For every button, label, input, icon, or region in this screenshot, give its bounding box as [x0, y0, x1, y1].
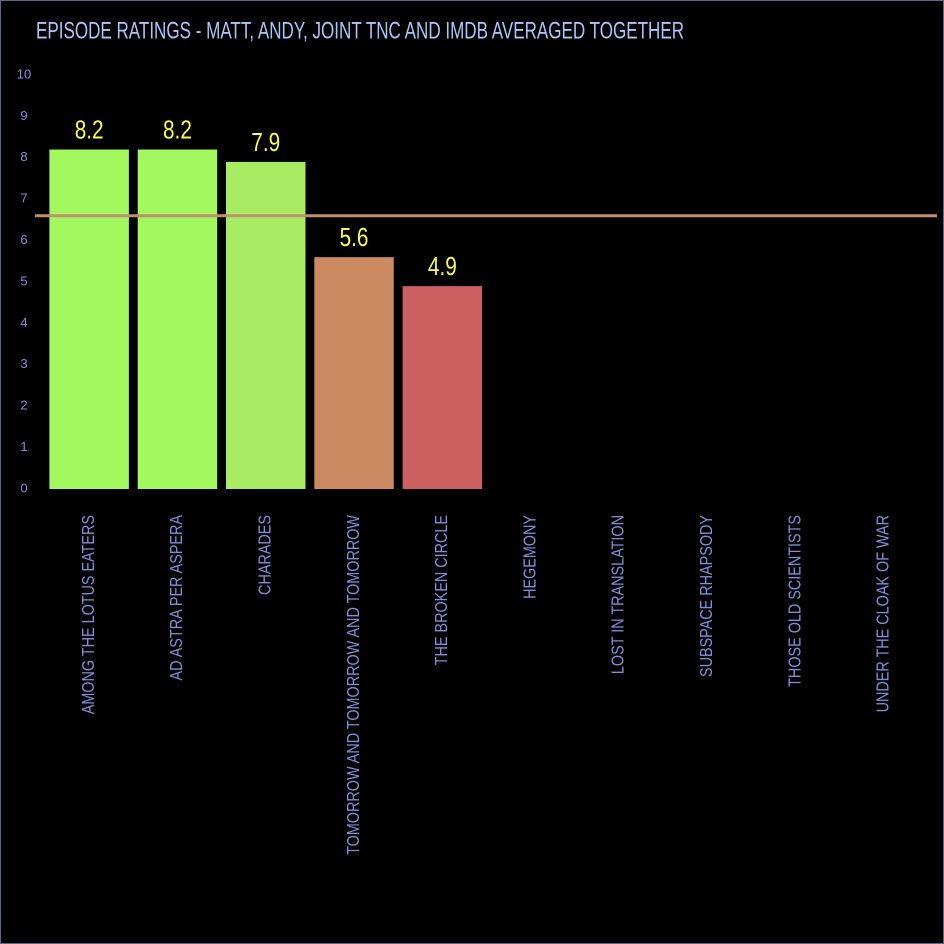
- bar: [137, 149, 218, 489]
- value-label: 5.6: [340, 223, 369, 252]
- y-tick-label: 6: [20, 232, 27, 247]
- value-label: 8.2: [163, 115, 192, 144]
- bar: [314, 257, 394, 489]
- value-label: 8.2: [75, 115, 104, 144]
- chart-title: EPISODE RATINGS - MATT, ANDY, JOINT TNC …: [36, 17, 684, 44]
- y-tick-label: 3: [20, 356, 27, 371]
- x-tick-label: HEGEMONY: [520, 515, 540, 599]
- y-tick-label: 5: [20, 273, 27, 288]
- bar: [226, 161, 306, 489]
- y-tick-label: 0: [20, 480, 27, 495]
- x-tick-label: UNDER THE CLOAK OF WAR: [873, 515, 893, 712]
- y-tick-label: 7: [20, 191, 27, 206]
- y-tick-label: 1: [20, 439, 27, 454]
- x-tick-label: AMONG THE LOTUS EATERS: [78, 515, 98, 714]
- value-label: 4.9: [428, 252, 457, 281]
- y-tick-label: 9: [20, 108, 27, 123]
- y-tick-label: 4: [20, 315, 27, 330]
- x-tick-label: LOST IN TRANSLATION: [608, 515, 628, 674]
- x-tick-label: SUBSPACE RHAPSODY: [697, 515, 717, 677]
- y-tick-label: 2: [20, 398, 27, 413]
- y-tick-label: 8: [20, 149, 27, 164]
- value-label: 7.9: [251, 128, 280, 157]
- x-tick-label: CHARADES: [255, 515, 275, 595]
- y-tick-label: 10: [17, 66, 31, 81]
- x-tick-label: THOSE OLD SCIENTISTS: [785, 515, 805, 687]
- x-tick-label: THE BROKEN CIRCLE: [432, 515, 452, 665]
- bar: [49, 149, 129, 489]
- bar: [402, 286, 483, 489]
- x-tick-label: AD ASTRA PER ASPERA: [167, 515, 187, 681]
- x-tick-label: TOMORROW AND TOMORROW AND TOMORROW: [343, 514, 363, 854]
